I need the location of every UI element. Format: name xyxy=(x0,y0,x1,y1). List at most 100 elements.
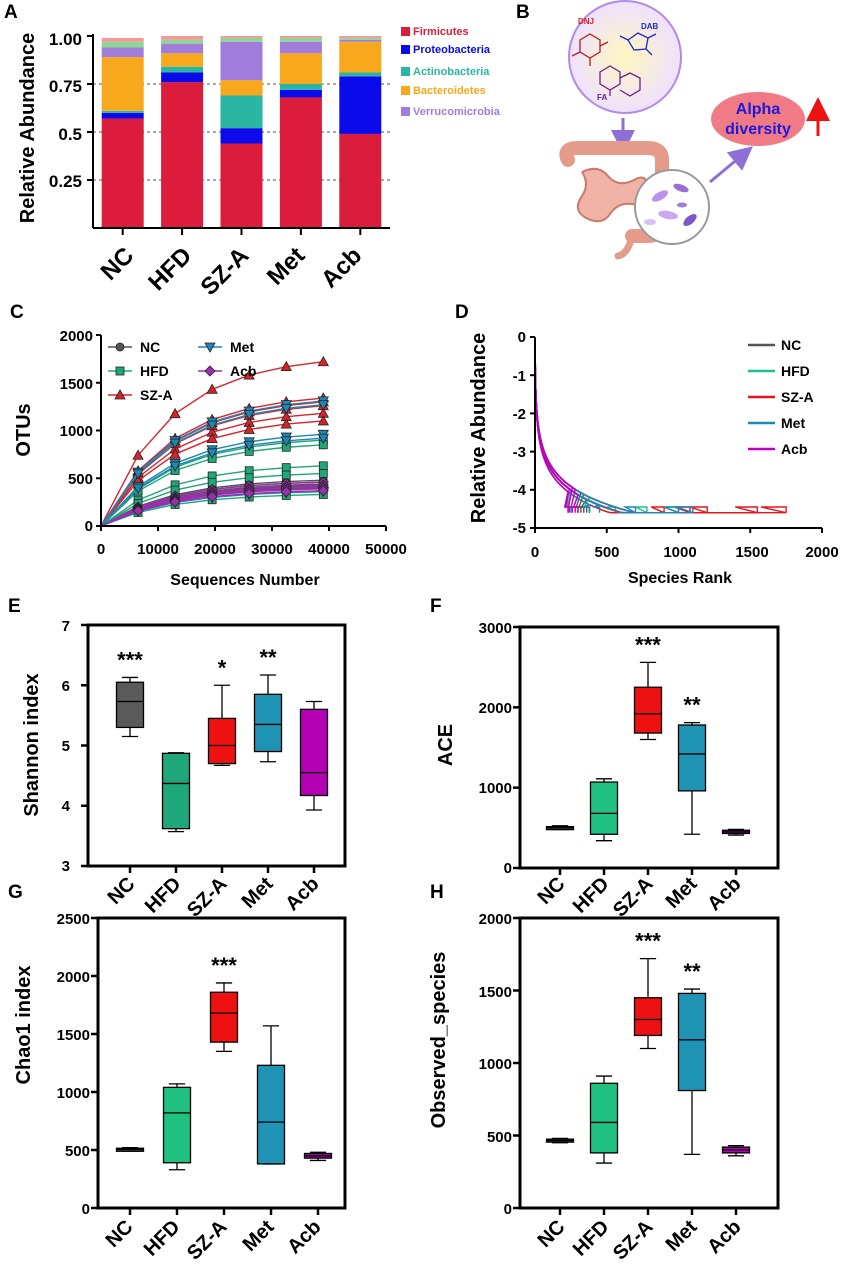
panel-g-y-axis-label: Chao1 index xyxy=(13,966,35,1085)
panel-label-e: E xyxy=(8,596,21,617)
data-point-met xyxy=(317,400,329,411)
series-line-nc xyxy=(534,347,588,513)
panel-h-category-label: SZ-A xyxy=(609,1216,658,1265)
data-point-hfd xyxy=(318,461,328,471)
bacteria-magnifier-icon xyxy=(634,169,710,245)
bar-segment-bacteroidetes-met xyxy=(279,53,322,84)
legend-hfd: HFD xyxy=(781,363,810,379)
significance-met: ** xyxy=(683,959,701,984)
legend-met: Met xyxy=(781,415,805,431)
bar-segment-verrucomicrobia-acb xyxy=(339,39,382,42)
data-point-met xyxy=(243,410,255,421)
legend-actinobacteria: Actinobacteria xyxy=(413,66,490,78)
box-hfd xyxy=(589,781,619,835)
data-point-met xyxy=(132,469,144,480)
panel-g-ytick: 1500 xyxy=(57,1027,90,1044)
panel-d-ytick: -1 xyxy=(513,368,526,385)
data-point-met xyxy=(206,448,218,459)
panel-h-category-label: NC xyxy=(534,1216,570,1252)
panel-d-ytick: -5 xyxy=(513,520,526,537)
panel-e-category-label: Acb xyxy=(281,873,323,915)
panelG-frame xyxy=(96,916,347,1210)
data-point-acb xyxy=(132,505,144,517)
panel-h-ytick: 0 xyxy=(504,1201,512,1218)
bar-segment-other-hfd xyxy=(161,39,204,44)
panel-c-y-axis-label: OTUs xyxy=(13,403,35,456)
series-line-sz-a xyxy=(534,351,665,514)
panel-d-xtick: 0 xyxy=(531,544,539,561)
series-line-met xyxy=(534,348,694,514)
panel-c-ytick: 2000 xyxy=(60,328,93,345)
series-line-nc xyxy=(534,344,582,513)
panel-c-xticks: 0 10000 20000 30000 40000 50000 xyxy=(97,541,407,558)
panel-e-ytick: 7 xyxy=(62,618,70,635)
significance-sz-a: *** xyxy=(635,929,661,954)
panel-h-observed-species-boxplot: Observed_species ***** 0 500 1000 1500 2… xyxy=(428,911,780,1265)
data-point-met xyxy=(169,461,181,472)
box-sz-a xyxy=(207,717,237,765)
panel-e-category-label: HFD xyxy=(141,873,186,918)
legend-sz-a: SZ-A xyxy=(140,387,173,403)
data-point-sz-a xyxy=(243,369,255,380)
bar-segment-firmicutes-hfd xyxy=(161,82,204,228)
panel-h-y-axis-label: Observed_species xyxy=(428,952,450,1129)
series-line-nc xyxy=(534,344,585,513)
bar-segment-other-acb xyxy=(339,37,382,40)
bar-segment-proteobacteria-met xyxy=(279,89,322,98)
panel-f-category-label: HFD xyxy=(569,873,614,918)
panel-a-ytick: 0.5 xyxy=(58,125,82,144)
panel-c-rarefaction-curve: OTUs Sequences Number 0 500 1000 1500 20… xyxy=(13,328,407,589)
panel-d-ytick: -2 xyxy=(513,406,526,423)
panel-g-category-label: Acb xyxy=(283,1216,325,1258)
legend-acb: Acb xyxy=(230,363,256,379)
series-line-acb xyxy=(534,344,576,513)
legend-met: Met xyxy=(230,339,254,355)
panel-d-rank-abundance-curve: Relative Abundance Species Rank 0 -1 -2 … xyxy=(468,329,839,587)
panel-e-yticks: 3 4 5 6 7 xyxy=(62,618,71,875)
panel-c-ytick: 500 xyxy=(68,471,93,488)
series-line-sz-a xyxy=(534,347,691,514)
data-point-sz-a xyxy=(206,432,218,443)
panel-e-ytick: 4 xyxy=(62,798,71,815)
data-point-acb xyxy=(317,485,329,497)
significance-nc: *** xyxy=(117,647,143,672)
panel-e-category-label: SZ-A xyxy=(183,873,232,922)
panel-a-category-label: Acb xyxy=(316,242,367,293)
alpha-diversity-line1: Alpha xyxy=(736,101,781,118)
panel-g-category-label: HFD xyxy=(140,1216,185,1261)
panel-g-yticks: 0 500 1000 1500 2000 2500 xyxy=(57,911,90,1218)
panel-f-ytick: 0 xyxy=(504,860,512,877)
panel-c-xtick: 40000 xyxy=(308,541,350,558)
legend-marker-acb xyxy=(204,365,216,377)
series-line-hfd xyxy=(534,348,572,513)
bar-segment-verrucomicrobia-met xyxy=(279,41,322,54)
legend-swatch-verrucomicrobia xyxy=(401,107,410,116)
panel-e-category-label: Met xyxy=(238,873,278,913)
data-point-sz-a xyxy=(317,355,329,367)
dab-structure-icon xyxy=(619,32,657,56)
legend-swatch-proteobacteria xyxy=(401,45,410,54)
legend-marker-hfd xyxy=(115,366,125,376)
panel-g-category-label: SZ-A xyxy=(183,1216,232,1265)
data-point-sz-a xyxy=(169,407,181,419)
panel-c-ytick: 0 xyxy=(85,518,93,535)
panel-c-xtick: 20000 xyxy=(194,541,236,558)
significance-sz-a: * xyxy=(218,655,227,680)
panel-a-ytick: 0.75 xyxy=(49,77,82,96)
significance-met: ** xyxy=(259,645,277,670)
panel-d-xticks: 0 500 1000 1500 2000 xyxy=(531,544,839,561)
data-point-met xyxy=(206,420,218,431)
data-point-met xyxy=(243,440,255,452)
panel-d-ytick: 0 xyxy=(518,329,526,346)
panel-f-ytick: 3000 xyxy=(479,620,512,637)
legend-marker-nc xyxy=(115,342,125,352)
panel-h-yticks: 0 500 1000 1500 2000 xyxy=(479,911,512,1218)
bar-segment-proteobacteria-sz-a xyxy=(220,128,263,144)
panel-f-yticks: 0 1000 2000 3000 xyxy=(479,620,512,877)
series-line-met xyxy=(534,344,637,514)
legend-proteobacteria: Proteobacteria xyxy=(413,44,491,56)
data-point-acb xyxy=(243,487,255,500)
data-point-sz-a xyxy=(280,418,292,429)
legend-marker-sz-a xyxy=(114,389,126,400)
panel-f-category-label: Acb xyxy=(703,873,745,915)
